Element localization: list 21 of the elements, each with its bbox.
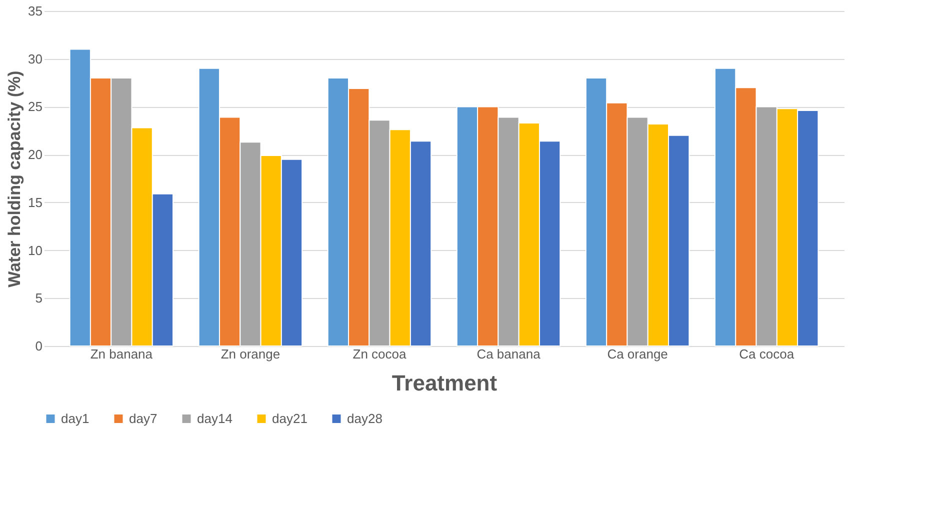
y-tick-label: 25 xyxy=(28,99,42,114)
x-tick-label: Zn banana xyxy=(90,346,154,362)
legend-label: day7 xyxy=(129,410,158,426)
x-tick-label: Zn cocoa xyxy=(352,346,407,362)
x-tick-label: Zn orange xyxy=(220,346,280,362)
y-tick-label: 10 xyxy=(28,242,42,258)
y-tick-label: 15 xyxy=(28,194,42,210)
y-axis-title: Water holding capacity (%) xyxy=(5,70,24,288)
legend-label: day1 xyxy=(61,410,90,426)
legend-label: day14 xyxy=(197,410,232,426)
x-axis-title: Treatment xyxy=(392,370,498,396)
legend-label: day28 xyxy=(347,410,382,426)
y-tick-label: 20 xyxy=(28,147,42,162)
y-tick-label: 5 xyxy=(35,290,42,306)
x-tick-label: Ca cocoa xyxy=(739,346,795,362)
x-tick-label: Ca orange xyxy=(607,346,668,362)
y-tick-label: 0 xyxy=(35,338,42,354)
legend-label: day21 xyxy=(272,410,308,426)
x-tick-label: Ca banana xyxy=(476,346,542,362)
y-tick-label: 30 xyxy=(28,51,42,66)
y-tick-label: 35 xyxy=(28,4,42,18)
